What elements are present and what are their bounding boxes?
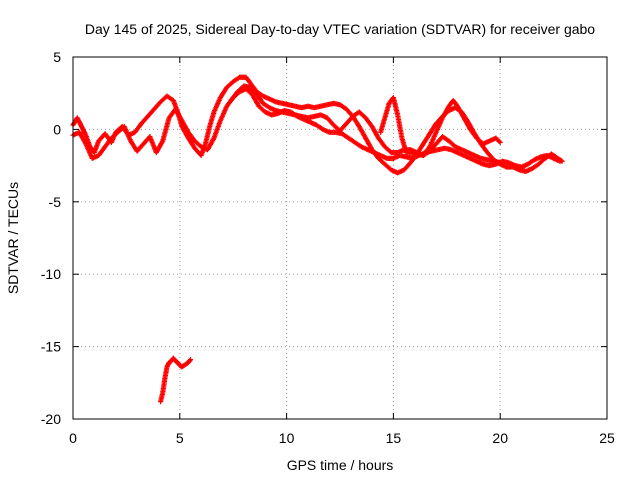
y-tick-label: -5 — [49, 194, 62, 210]
x-tick-label: 25 — [599, 430, 615, 446]
x-tick-label: 0 — [69, 430, 77, 446]
y-tick-label: 5 — [53, 49, 61, 65]
y-tick-label: 0 — [53, 121, 61, 137]
x-tick-label: 5 — [176, 430, 184, 446]
grid — [73, 57, 607, 419]
x-axis-label: GPS time / hours — [287, 457, 394, 473]
y-axis-label: SDTVAR / TECUs — [5, 182, 21, 294]
x-tick-label: 15 — [386, 430, 402, 446]
x-tick-label: 20 — [492, 430, 508, 446]
series-track-isolated — [157, 355, 194, 405]
y-tick-label: -10 — [41, 266, 61, 282]
y-tick-label: -15 — [41, 339, 61, 355]
chart-title: Day 145 of 2025, Sidereal Day-to-day VTE… — [85, 21, 595, 37]
series-markers — [377, 94, 503, 159]
series-track-spikes — [377, 94, 503, 159]
y-tick-label: -20 — [41, 411, 61, 427]
plot-frame — [72, 56, 608, 420]
x-tick-label: 10 — [279, 430, 295, 446]
series-markers — [157, 355, 194, 405]
